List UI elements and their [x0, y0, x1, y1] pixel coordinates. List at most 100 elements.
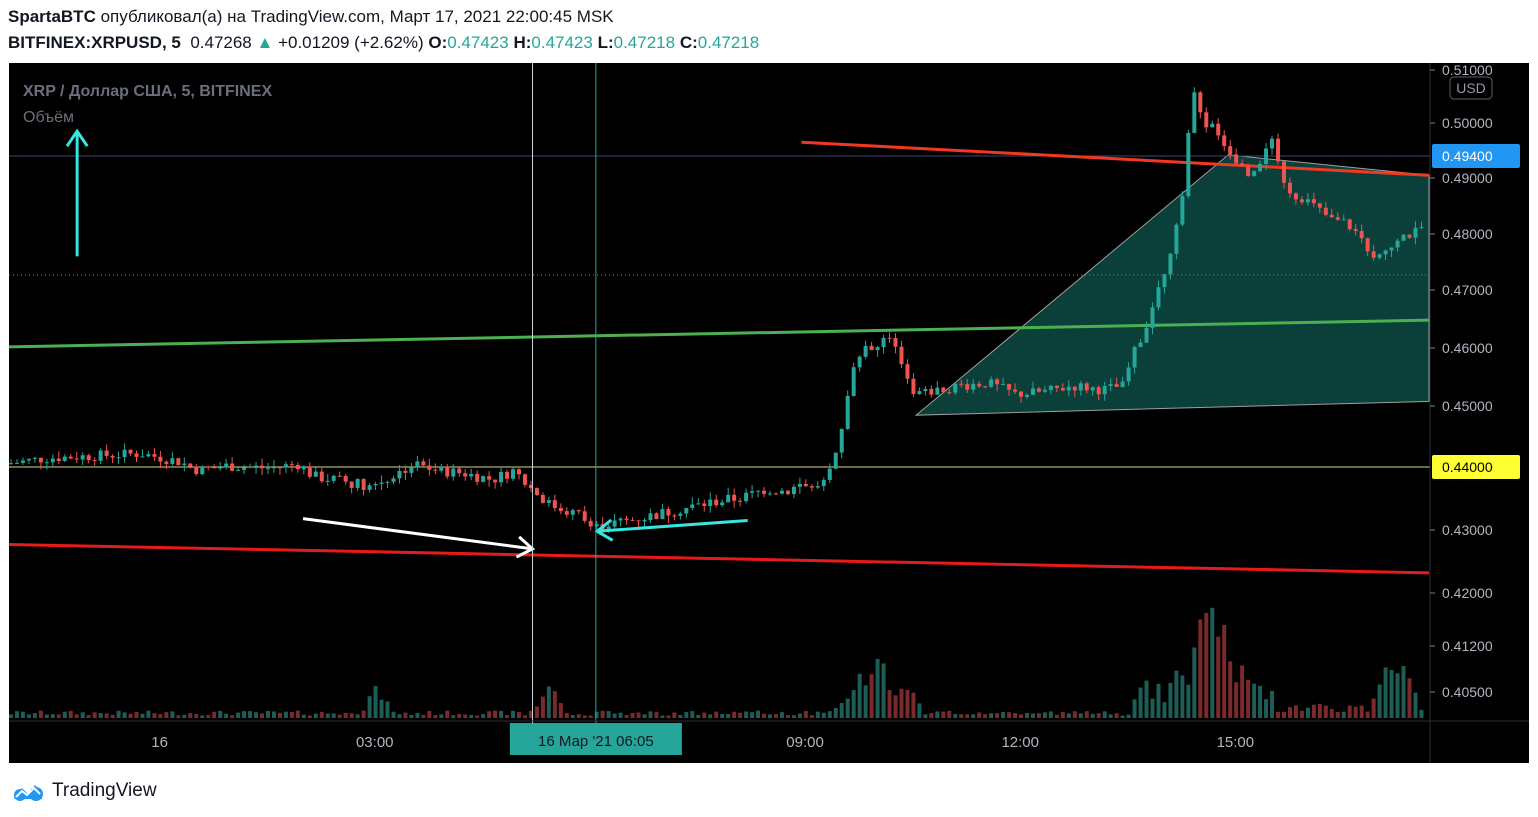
footer-brand[interactable]: TradingView: [52, 780, 157, 801]
volume-bar: [929, 713, 934, 718]
volume-bar: [522, 715, 527, 718]
volume-bar: [32, 713, 37, 718]
volume-bar: [660, 715, 665, 718]
candle: [1030, 388, 1035, 395]
trend-channel: [914, 154, 1430, 416]
volume-bar: [1359, 705, 1364, 718]
volume-bar: [1198, 619, 1203, 718]
candle: [451, 468, 456, 477]
price-tick-label: 0.48000: [1442, 226, 1493, 242]
candle: [457, 468, 462, 474]
volume-bar: [1228, 661, 1233, 718]
candle: [1276, 138, 1281, 162]
candle: [277, 467, 282, 469]
volume-bar: [935, 711, 940, 718]
candle: [98, 450, 103, 461]
volume-bar: [1024, 712, 1029, 718]
candle: [1066, 386, 1071, 391]
volume-bar: [146, 710, 151, 718]
price-label-box: [1432, 455, 1520, 479]
chart-area[interactable]: 0.51000 0.50000 0.49000 0.48000 0.47000 0.460…: [8, 62, 1529, 763]
candle: [283, 464, 288, 468]
arrow-head-icon: [65, 128, 89, 147]
arrow-shaft-2: [596, 519, 748, 533]
candle: [254, 465, 259, 467]
volume-bar: [481, 714, 486, 718]
volume-bar: [899, 688, 904, 718]
volume-bar: [618, 712, 623, 718]
candle: [164, 461, 169, 464]
volume-bar: [283, 711, 288, 718]
candle: [319, 471, 324, 482]
currency-badge[interactable]: USD: [1449, 76, 1493, 100]
candle: [803, 483, 808, 487]
candle: [122, 449, 127, 458]
candle: [1240, 163, 1245, 166]
volume-bar: [140, 713, 145, 718]
candle: [1264, 148, 1269, 164]
volume-bar: [762, 713, 767, 718]
candle: [1299, 199, 1304, 203]
candle: [630, 519, 635, 521]
volume-bar: [92, 712, 97, 718]
volume-bar: [672, 712, 677, 718]
volume-bar: [558, 703, 563, 718]
volume-bar: [248, 711, 253, 718]
volume-bar: [1066, 713, 1071, 718]
volume-bar: [271, 711, 276, 718]
candle: [182, 463, 187, 466]
volume-bar: [809, 715, 814, 718]
candle: [1150, 307, 1155, 328]
volume-bar: [881, 663, 886, 718]
volume-bar: [505, 715, 510, 718]
volume-bar: [427, 710, 432, 718]
volume-bar: [110, 714, 115, 718]
price-tick-label: 0.40500: [1442, 684, 1493, 700]
volume-bar: [995, 713, 1000, 718]
open-label: O:: [428, 33, 448, 52]
candle: [857, 356, 862, 368]
volume-bar: [815, 711, 820, 718]
candle: [1419, 227, 1424, 229]
volume-bar: [493, 710, 498, 718]
volume-bar: [983, 714, 988, 718]
candle: [1222, 135, 1227, 147]
author-name[interactable]: SpartaBTC: [8, 7, 96, 26]
volume-bar: [230, 715, 235, 718]
volume-bar: [588, 715, 593, 718]
volume-bar: [511, 710, 516, 718]
volume-bar: [74, 714, 79, 718]
volume-bar: [1108, 714, 1113, 718]
price-chart[interactable]: 0.51000 0.50000 0.49000 0.48000 0.47000 0.460…: [8, 62, 1529, 763]
candle: [606, 526, 611, 531]
high-label: H:: [513, 33, 532, 52]
candle: [1395, 240, 1400, 248]
candle: [522, 474, 527, 485]
tradingview-cloud-icon[interactable]: [10, 779, 46, 803]
volume-bar: [242, 711, 247, 718]
volume-bar: [1276, 711, 1281, 718]
volume-bar: [857, 673, 862, 718]
candle: [1204, 112, 1209, 128]
candle: [1192, 92, 1197, 133]
price-label-highlight: 0.44000: [1442, 459, 1493, 475]
volume-bar: [546, 686, 551, 718]
resistance-trendline-upper: [801, 140, 1430, 177]
price-tick-label: 0.45000: [1442, 398, 1493, 414]
legend-volume[interactable]: Объём: [23, 109, 74, 126]
price-tick-label: 0.42000: [1442, 585, 1493, 601]
candle: [140, 456, 145, 458]
volume-bar: [1365, 711, 1370, 718]
candle: [481, 476, 486, 482]
volume-bar: [499, 711, 504, 718]
volume-bar: [911, 692, 916, 718]
volume-bar: [254, 712, 259, 718]
candle: [1401, 234, 1406, 241]
candle: [1293, 193, 1298, 200]
crosshair-layer: [532, 63, 597, 728]
candle: [720, 502, 725, 506]
volume-bar: [319, 711, 324, 718]
volume-bar: [1162, 702, 1167, 718]
candle: [1180, 196, 1185, 225]
volume-bar: [989, 713, 994, 718]
